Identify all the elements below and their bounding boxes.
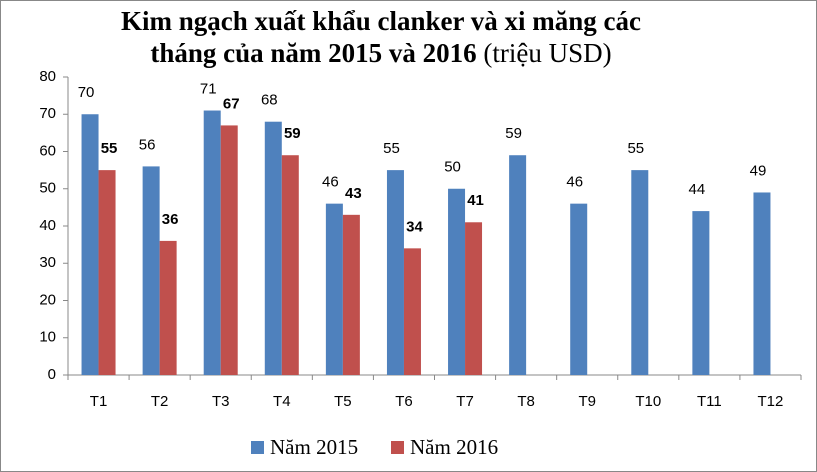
subtitle: (triệu USD) [483, 38, 612, 68]
title: Kim ngạch xuất khẩu clanker và xi măng c… [120, 6, 642, 68]
data-label: 44 [689, 181, 706, 198]
bar [386, 170, 404, 375]
x-tick-label: T10 [635, 393, 661, 410]
x-tick-label: T4 [273, 393, 291, 410]
x-tick-label: T6 [395, 393, 413, 410]
data-label: 59 [284, 125, 301, 142]
bar [81, 114, 99, 375]
bar [403, 248, 421, 375]
data-label: 56 [139, 136, 156, 153]
legend-label: Năm 2016 [410, 435, 498, 459]
x-tick-label: T3 [212, 393, 230, 410]
x-tick-label: T7 [456, 393, 474, 410]
y-tick-label: 80 [39, 68, 56, 85]
data-label: 55 [383, 140, 400, 157]
bar [509, 155, 527, 375]
bar [281, 155, 299, 375]
x-tick-label: T8 [517, 393, 535, 410]
bar [631, 170, 649, 375]
y-tick-label: 40 [39, 217, 56, 234]
bar [465, 222, 483, 375]
bar [159, 240, 177, 375]
y-tick-label: 60 [39, 142, 56, 159]
bar [753, 192, 771, 375]
y-tick-label: 70 [39, 105, 56, 122]
legend-swatch [251, 441, 264, 454]
data-label: 41 [467, 192, 484, 209]
data-label: 50 [444, 159, 461, 176]
bar [142, 166, 160, 375]
data-label: 34 [406, 218, 423, 235]
data-label: 71 [200, 80, 217, 97]
x-tick-label: T9 [578, 393, 596, 410]
x-tick-label: T2 [151, 393, 169, 410]
data-label: 67 [223, 95, 240, 112]
y-tick-label: 50 [39, 180, 56, 197]
x-tick-label: T5 [334, 393, 352, 410]
data-label: 55 [627, 140, 644, 157]
data-label: 70 [78, 84, 95, 101]
x-tick-label: T11 [697, 393, 722, 410]
x-tick-label: T1 [90, 393, 108, 410]
y-tick-label: 10 [39, 329, 56, 346]
bar [325, 203, 343, 375]
bar [448, 188, 466, 375]
data-label: 46 [566, 174, 583, 191]
bar [220, 125, 238, 375]
data-label: 59 [505, 125, 522, 142]
y-tick-label: 0 [48, 366, 56, 383]
data-label: 55 [101, 140, 118, 157]
y-tick-label: 30 [39, 254, 56, 271]
bar [98, 170, 116, 375]
data-label: 43 [345, 185, 362, 202]
legend-label: Năm 2015 [270, 435, 358, 459]
chart-title: Kim ngạch xuất khẩu clanker và xi măng c… [91, 5, 671, 69]
data-label: 46 [322, 174, 339, 191]
data-label: 49 [750, 162, 767, 179]
data-label: 68 [261, 92, 278, 109]
legend-swatch [391, 441, 404, 454]
y-tick-label: 20 [39, 291, 56, 308]
bar [342, 214, 360, 375]
bar [570, 203, 588, 375]
bar [692, 211, 710, 375]
bar [264, 121, 282, 375]
bar [203, 110, 221, 376]
x-tick-label: T12 [758, 393, 784, 410]
data-label: 36 [162, 211, 179, 228]
